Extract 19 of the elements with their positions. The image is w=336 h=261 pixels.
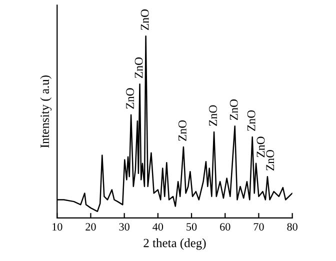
x-axis-title: 2 theta (deg) bbox=[144, 238, 206, 250]
x-tick-label: 40 bbox=[152, 223, 164, 231]
x-tick-label: 80 bbox=[287, 223, 298, 231]
y-axis-title: Intensity ( a.u) bbox=[40, 76, 52, 148]
annotation: ZnO bbox=[209, 105, 217, 126]
annotation: ZnO bbox=[140, 9, 149, 30]
annotation: ZnO bbox=[256, 136, 265, 158]
x-tick-label: 30 bbox=[119, 223, 130, 231]
annotation: ZnO bbox=[230, 99, 238, 120]
x-tick-label: 50 bbox=[186, 223, 197, 231]
x-tick-label: 10 bbox=[52, 223, 62, 231]
annotation: ZnO bbox=[134, 57, 143, 78]
x-tick-label: 60 bbox=[220, 223, 230, 231]
annotation: ZnO bbox=[178, 120, 186, 141]
annotation: ZnO bbox=[266, 150, 274, 171]
x-tick-label: 70 bbox=[254, 223, 264, 231]
annotation: ZnO bbox=[126, 88, 134, 109]
annotation: ZnO bbox=[247, 110, 256, 131]
x-tick-label: 20 bbox=[86, 223, 96, 231]
